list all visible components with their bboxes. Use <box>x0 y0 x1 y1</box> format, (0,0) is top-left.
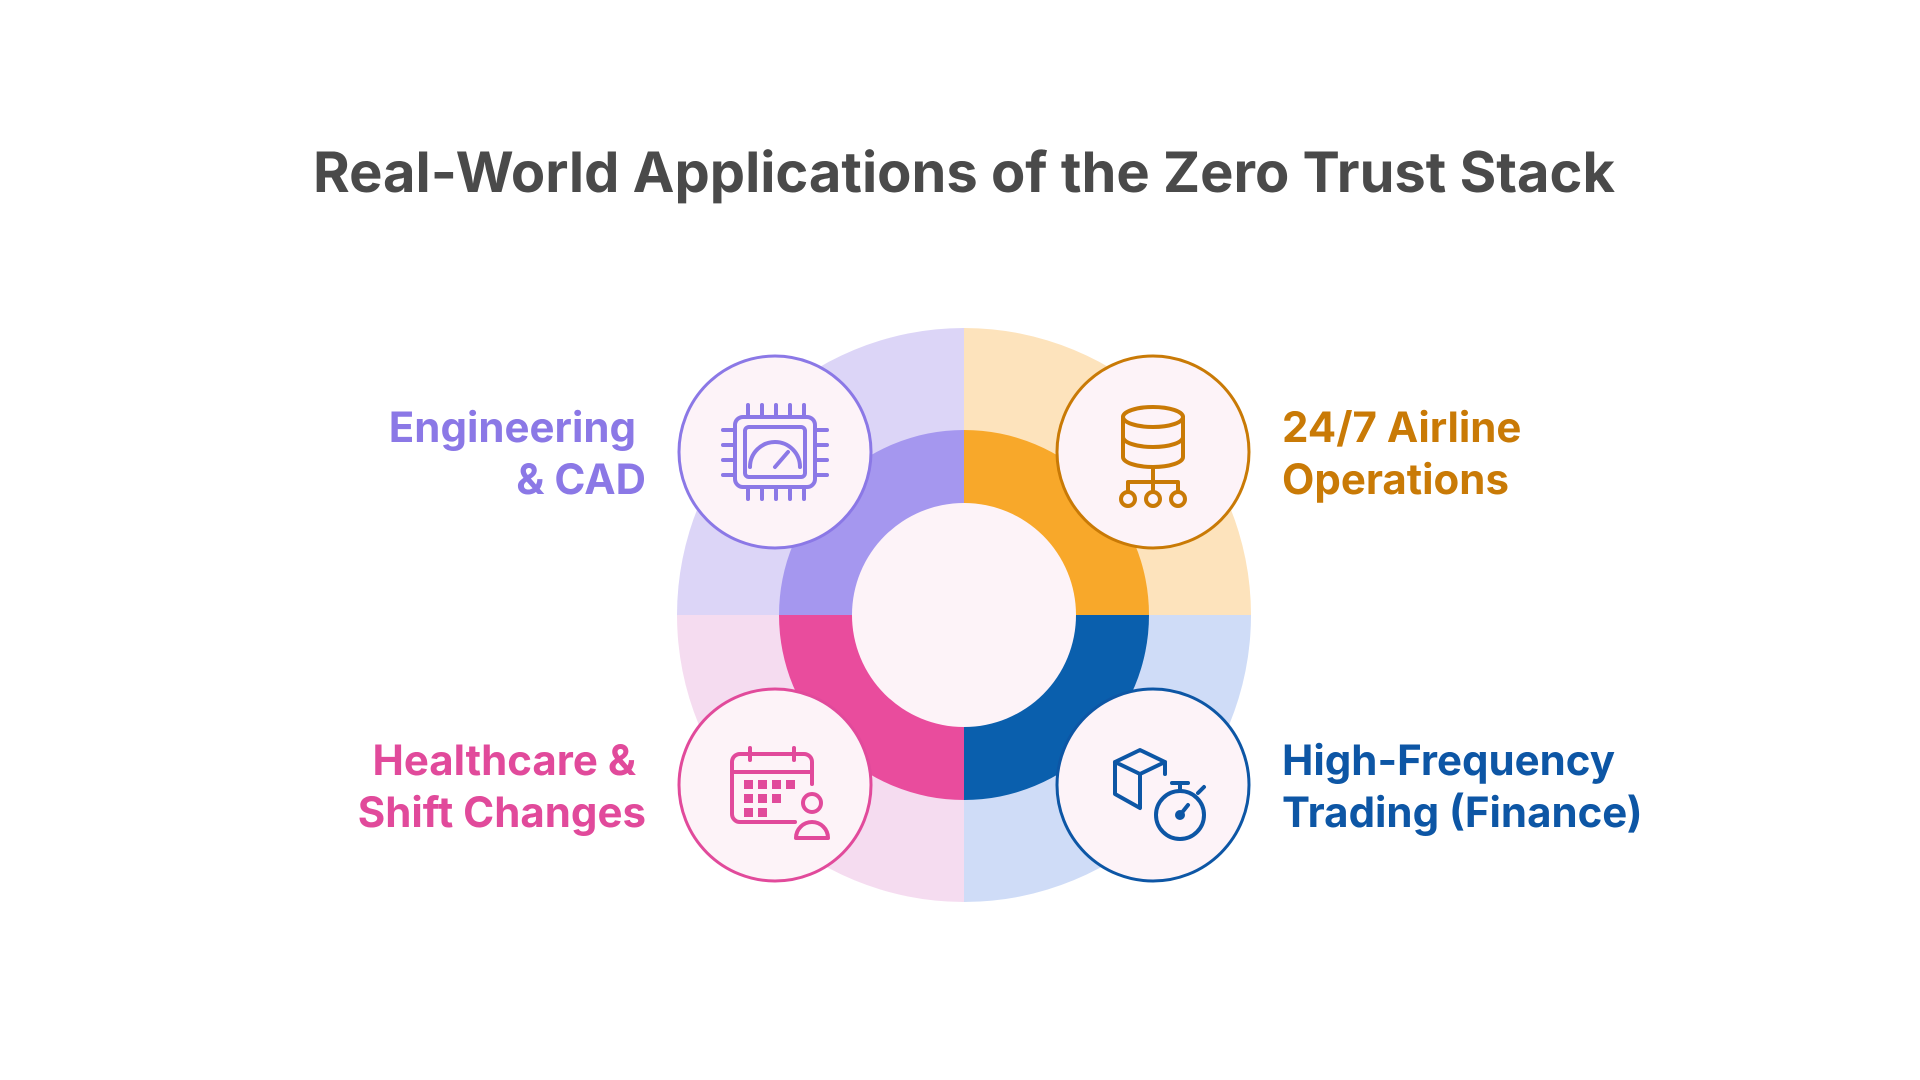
label-line: 24/7 Airline <box>1282 402 1521 453</box>
label-line: Shift Changes <box>358 787 646 838</box>
label-line: Trading (Finance) <box>1282 787 1643 838</box>
label: Engineering & CAD <box>389 402 646 505</box>
calendar-icon <box>730 746 830 840</box>
calendar-dots <box>744 780 795 817</box>
database-icon <box>1119 405 1187 508</box>
center-circle <box>852 503 1076 727</box>
label-line: & CAD <box>516 454 646 505</box>
title: Real-World Applications of the Zero Trus… <box>313 138 1615 206</box>
label-line: High-Frequency <box>1282 735 1615 786</box>
label: 24/7 Airline Operations <box>1282 402 1531 505</box>
icon-circle <box>1055 687 1251 883</box>
label: Healthcare & Shift Changes <box>358 735 646 838</box>
icon-circle <box>677 354 873 550</box>
label: High-Frequency Trading (Finance) <box>1282 735 1643 838</box>
icon-circle <box>1055 354 1251 550</box>
box-timer-icon <box>1113 748 1206 841</box>
label-line: Healthcare & <box>372 735 636 786</box>
label-line: Operations <box>1282 454 1509 505</box>
label-line: Engineering <box>389 402 636 453</box>
chip-icon <box>721 403 829 501</box>
